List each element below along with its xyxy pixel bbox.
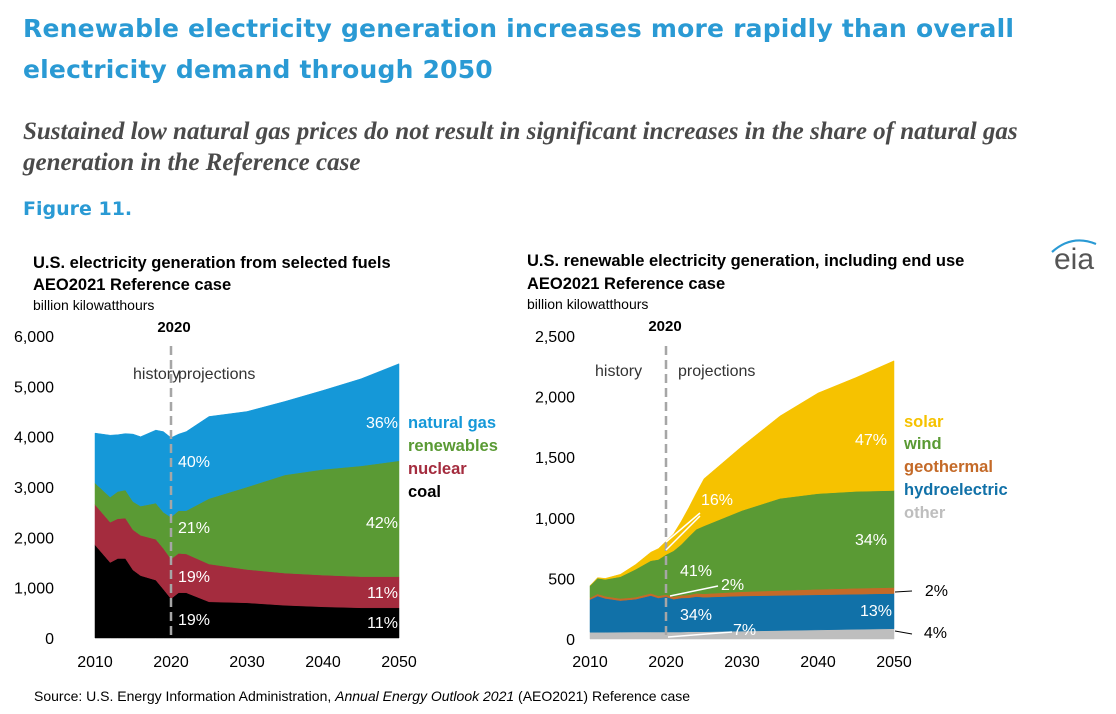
left-chart-ylabel: billion kilowatthours — [33, 297, 154, 313]
right-legend-hydroelectric: hydroelectric — [904, 481, 1008, 499]
right-chart-title: U.S. renewable electricity generation, i… — [527, 252, 964, 270]
right-share-2050-other: 4% — [924, 625, 947, 642]
right-share-2020-solar: 16% — [701, 492, 733, 509]
right-chart-subtitle: AEO2021 Reference case — [527, 275, 725, 293]
left-ytick-label: 3,000 — [14, 480, 54, 497]
right-annotation-pointer — [665, 515, 701, 551]
right-annotation-pointer — [894, 630, 913, 635]
right-area-solar — [589, 360, 895, 586]
right-share-2020-wind: 41% — [680, 563, 712, 580]
right-ytick-label: 2,000 — [535, 390, 575, 407]
left-chart-subtitle: AEO2021 Reference case — [33, 276, 231, 294]
left-share-2050-renewables: 42% — [366, 515, 398, 532]
page-headline: Renewable electricity generation increas… — [23, 14, 1015, 84]
source-suffix: (AEO2021) Reference case — [514, 688, 691, 704]
left-share-2020-nuclear: 19% — [178, 569, 210, 586]
right-legend-geothermal: geothermal — [904, 458, 993, 476]
right-annotation-pointer — [665, 512, 701, 543]
right-ytick-label: 500 — [548, 571, 575, 588]
right-xtick-label: 2010 — [572, 654, 608, 671]
left-ytick-label: 0 — [45, 631, 54, 648]
right-legend-solar: solar — [904, 413, 944, 431]
eia-logo-swoosh — [1051, 239, 1097, 253]
left-share-2050-natural-gas: 36% — [366, 415, 398, 432]
left-xtick-label: 2050 — [381, 654, 417, 671]
left-ytick-label: 2,000 — [14, 530, 54, 547]
left-xtick-label: 2020 — [153, 654, 189, 671]
right-ytick-label: 1,000 — [535, 511, 575, 528]
right-ytick-label: 1,500 — [535, 450, 575, 467]
right-ytick-label: 2,500 — [535, 329, 575, 346]
right-share-2020-geothermal: 2% — [721, 577, 744, 594]
left-ytick-label: 1,000 — [14, 581, 54, 598]
right-chart: history projections 0 500 1,000 1,500 2,000 2,5… — [535, 329, 1008, 671]
right-share-2050-hydroelectric: 13% — [860, 603, 892, 620]
figure-label: Figure 11. — [23, 198, 133, 220]
left-chart-divider-year: 2020 — [157, 319, 190, 336]
right-xtick-label: 2050 — [876, 654, 912, 671]
eia-logo: eia — [1051, 239, 1097, 276]
left-share-2020-natural-gas: 40% — [178, 454, 210, 471]
right-share-2020-other: 7% — [733, 622, 756, 639]
left-share-2050-coal: 11% — [367, 615, 398, 632]
left-projections-label: projections — [178, 366, 255, 383]
right-history-label: history — [595, 363, 642, 380]
right-projections-label: projections — [678, 363, 755, 380]
source-publication: Annual Energy Outlook 2021 — [335, 688, 515, 704]
left-share-2020-renewables: 21% — [178, 520, 210, 537]
page-subheadline: Sustained low natural gas prices do not … — [23, 118, 1018, 176]
eia-logo-text: eia — [1054, 243, 1094, 276]
right-legend-wind: wind — [903, 435, 942, 453]
left-ytick-label: 4,000 — [14, 430, 54, 447]
left-history-label: history — [133, 366, 180, 383]
left-share-2050-nuclear: 11% — [367, 585, 398, 602]
left-share-2020-coal: 19% — [178, 612, 210, 629]
right-xtick-label: 2030 — [724, 654, 760, 671]
left-xtick-label: 2010 — [77, 654, 113, 671]
right-share-2050-solar: 47% — [855, 432, 887, 449]
right-chart-divider-year: 2020 — [648, 318, 681, 335]
right-share-2020-hydroelectric: 34% — [680, 607, 712, 624]
left-xtick-label: 2030 — [229, 654, 265, 671]
right-xtick-label: 2040 — [800, 654, 836, 671]
right-chart-ylabel: billion kilowatthours — [527, 296, 648, 312]
left-xtick-label: 2040 — [305, 654, 341, 671]
source-note: Source: U.S. Energy Information Administ… — [34, 688, 690, 704]
right-ytick-label: 0 — [566, 632, 575, 649]
source-prefix: Source: U.S. Energy Information Administ… — [34, 688, 336, 704]
left-ytick-label: 6,000 — [14, 329, 54, 346]
left-legend-coal: coal — [408, 483, 441, 501]
left-ytick-label: 5,000 — [14, 379, 54, 396]
right-annotation-pointer — [894, 590, 913, 593]
right-share-2050-wind: 34% — [855, 532, 887, 549]
left-legend-renewables: renewables — [408, 437, 498, 455]
right-annotation-pointer — [669, 585, 719, 597]
left-legend-natural-gas: natural gas — [408, 414, 496, 432]
right-share-2050-geothermal: 2% — [925, 583, 948, 600]
left-chart-title: U.S. electricity generation from selecte… — [33, 254, 391, 272]
right-legend-other: other — [904, 504, 946, 522]
right-annotation-pointer — [667, 631, 733, 638]
right-xtick-label: 2020 — [648, 654, 684, 671]
left-legend-nuclear: nuclear — [408, 460, 467, 478]
